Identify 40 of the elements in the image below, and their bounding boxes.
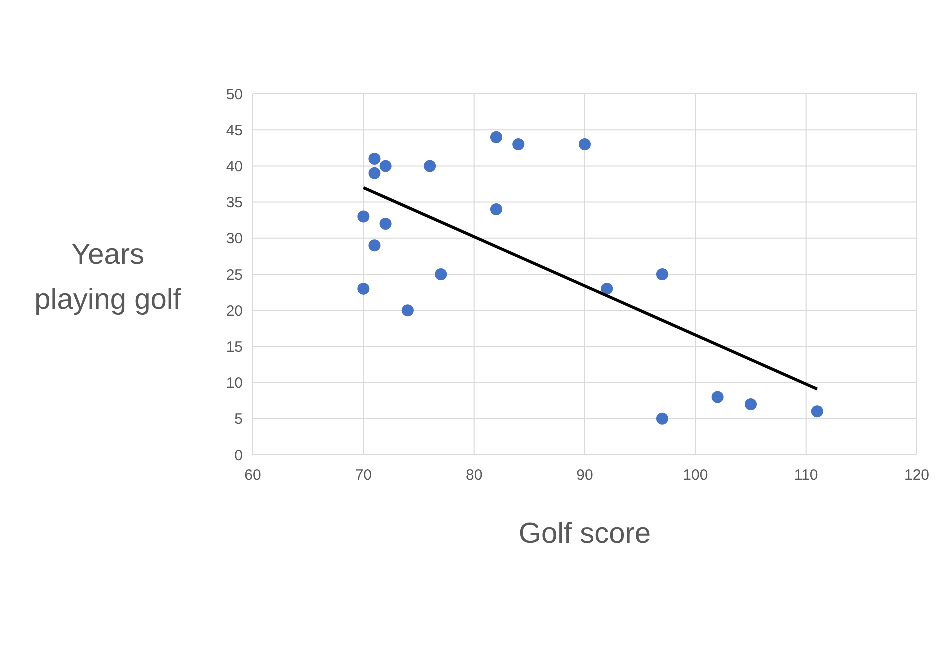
x-tick-label: 70 xyxy=(355,467,372,484)
point xyxy=(601,282,614,295)
point xyxy=(712,391,724,404)
x-tick-label: 60 xyxy=(244,467,262,484)
point xyxy=(490,131,502,144)
y-tick-label: 10 xyxy=(226,375,243,392)
y-tick-label: 25 xyxy=(226,266,243,284)
x-tick-label: 100 xyxy=(683,467,708,484)
x-tick-label: 110 xyxy=(794,467,818,484)
point xyxy=(579,138,591,151)
point xyxy=(424,160,436,172)
point xyxy=(358,210,370,223)
point xyxy=(402,304,414,317)
point xyxy=(368,167,381,180)
point xyxy=(380,160,392,172)
point xyxy=(368,240,381,252)
point xyxy=(490,204,502,216)
point xyxy=(656,412,668,425)
y-tick-label: 0 xyxy=(234,447,243,464)
y-tick-label: 50 xyxy=(226,86,243,104)
point xyxy=(368,152,381,165)
x-tick-label: 120 xyxy=(904,467,930,484)
y-tick-label: 45 xyxy=(226,122,243,140)
y-axis-title: Years playing golf xyxy=(34,239,182,316)
x-tick-label: 90 xyxy=(576,467,594,484)
y-tick-label: 5 xyxy=(234,411,243,428)
point xyxy=(811,406,824,418)
y-tick-label: 30 xyxy=(226,230,243,248)
point xyxy=(656,268,668,280)
point xyxy=(380,218,392,230)
y-tick-label: 40 xyxy=(226,158,243,176)
y-tick-label: 35 xyxy=(226,194,243,212)
point xyxy=(358,282,370,295)
y-tick-label: 20 xyxy=(226,302,243,320)
x-tick-label: 80 xyxy=(466,467,483,484)
y-tick-label: 15 xyxy=(226,338,243,356)
point xyxy=(512,138,525,151)
point xyxy=(745,398,757,410)
x-axis-title: Golf score xyxy=(518,518,652,550)
point xyxy=(435,268,448,280)
